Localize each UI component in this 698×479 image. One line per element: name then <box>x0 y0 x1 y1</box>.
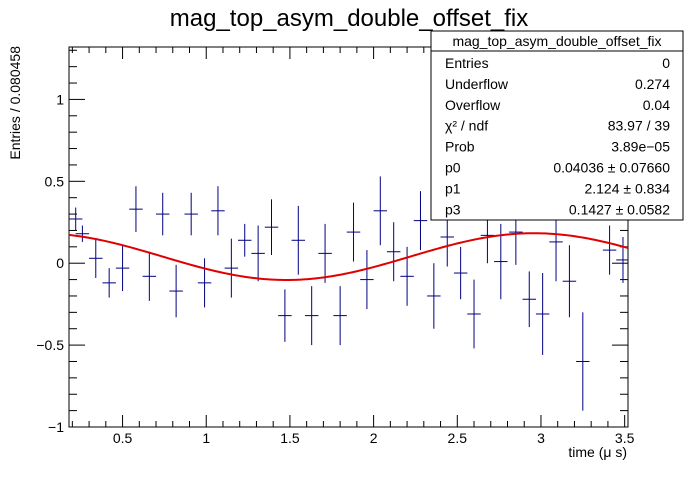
stats-row-label: Overflow <box>445 97 501 113</box>
data-point <box>576 312 590 411</box>
x-axis-tick-labels: 0.5 1 1.5 2 2.5 3 3.5 <box>113 430 635 446</box>
data-point <box>251 225 265 282</box>
stats-row-value: 0.04036 ± 0.07660 <box>553 160 670 176</box>
data-point <box>304 286 319 346</box>
data-point <box>69 207 83 231</box>
data-point <box>413 191 428 251</box>
data-point <box>184 192 198 236</box>
data-point <box>373 176 388 246</box>
data-point <box>291 205 306 275</box>
x-tick-label: 3.5 <box>615 430 635 446</box>
x-tick-label: 1.5 <box>280 430 300 446</box>
data-point <box>522 271 536 328</box>
stats-box-frame <box>430 30 684 221</box>
data-point <box>602 225 617 275</box>
stats-rows: Entries 0 Underflow 0.274 Overflow 0.04 χ² / n… <box>445 55 670 217</box>
stats-row-label: Underflow <box>445 76 509 92</box>
data-point <box>115 245 130 292</box>
chart-title: mag_top_asym_double_offset_fix <box>170 5 528 32</box>
data-point <box>264 199 279 256</box>
data-point <box>278 289 292 342</box>
data-point <box>616 237 628 283</box>
data-point <box>318 223 332 283</box>
data-point <box>197 258 212 308</box>
stats-row-value: 0.1427 ± 0.0582 <box>569 201 670 217</box>
x-tick-label: 1 <box>202 430 210 446</box>
y-axis-label: Entries / 0.080458 <box>7 46 23 160</box>
x-tick-label: 2 <box>370 430 378 446</box>
stats-row-value: 2.124 ± 0.834 <box>584 180 670 196</box>
stats-row-label: p0 <box>445 160 461 176</box>
data-point <box>129 186 143 233</box>
data-point <box>211 186 225 236</box>
data-point <box>224 238 239 298</box>
stats-row-value: 0.274 <box>635 76 670 92</box>
y-tick-label: −0.5 <box>36 337 64 353</box>
data-point <box>360 250 374 310</box>
data-point <box>535 273 550 355</box>
data-points <box>69 176 628 411</box>
data-point <box>89 238 103 278</box>
y-axis-tick-labels: −1 −0.5 0 0.5 1 <box>36 91 64 435</box>
data-point <box>169 264 183 318</box>
stats-box-title: mag_top_asym_double_offset_fix <box>452 33 661 49</box>
stats-row-value: 3.89e−05 <box>611 139 670 155</box>
stats-row-label: χ² / ndf <box>445 118 488 134</box>
y-tick-label: 1 <box>56 91 64 107</box>
x-tick-label: 3 <box>537 430 545 446</box>
y-tick-label: 0 <box>56 255 64 271</box>
data-point <box>155 192 170 236</box>
stats-row-value: 83.97 / 39 <box>608 118 670 134</box>
data-point <box>142 251 157 301</box>
stats-row-label: Entries <box>445 55 489 71</box>
data-point <box>333 286 347 346</box>
stats-row-value: 0.04 <box>643 97 670 113</box>
data-point <box>562 245 577 318</box>
data-point <box>75 225 90 242</box>
data-point <box>494 223 508 300</box>
y-tick-label: 0.5 <box>45 173 65 189</box>
data-point <box>467 279 481 349</box>
x-axis-label: time (μ s) <box>568 444 627 460</box>
x-tick-label: 0.5 <box>113 430 133 446</box>
y-tick-label: −1 <box>48 419 64 435</box>
data-point <box>346 202 361 262</box>
data-point <box>386 222 401 282</box>
data-point <box>238 223 252 257</box>
fit-curve <box>68 232 629 281</box>
stats-row-label: p1 <box>445 180 461 196</box>
data-point <box>427 263 441 329</box>
stats-row-label: Prob <box>445 139 475 155</box>
x-tick-label: 2.5 <box>448 430 468 446</box>
stats-row-label: p3 <box>445 201 461 217</box>
data-point <box>453 246 468 300</box>
data-point <box>102 268 116 298</box>
stats-box: mag_top_asym_double_offset_fix Entries 0 U… <box>430 30 684 221</box>
stats-row-value: 0 <box>662 55 670 71</box>
plot-frame <box>68 46 629 428</box>
